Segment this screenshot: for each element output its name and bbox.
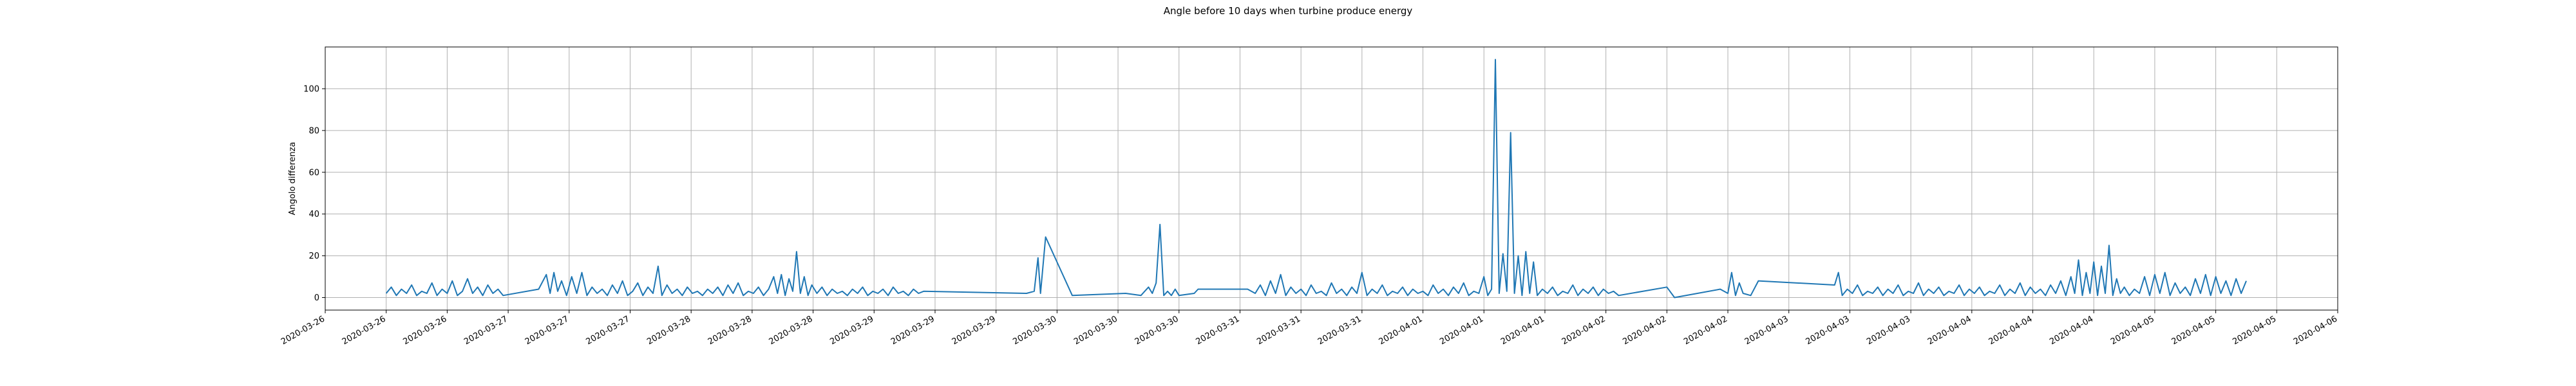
plot-frame	[325, 46, 2338, 311]
y-axis: 0 20 40 60 80 100	[303, 84, 325, 303]
y-tick-label: 60	[308, 168, 319, 178]
grid	[325, 47, 2338, 310]
series-line	[385, 59, 2247, 299]
y-tick-label: 80	[308, 126, 319, 136]
chart-title: Angle before 10 days when turbine produc…	[1164, 5, 1413, 17]
y-tick-label: 20	[308, 252, 319, 261]
y-tick-label: 0	[314, 293, 319, 303]
y-axis-label: Angolo differenza	[288, 142, 298, 216]
y-tick-label: 40	[308, 210, 319, 219]
y-tick-label: 100	[303, 84, 319, 94]
series-layer	[385, 59, 2247, 299]
